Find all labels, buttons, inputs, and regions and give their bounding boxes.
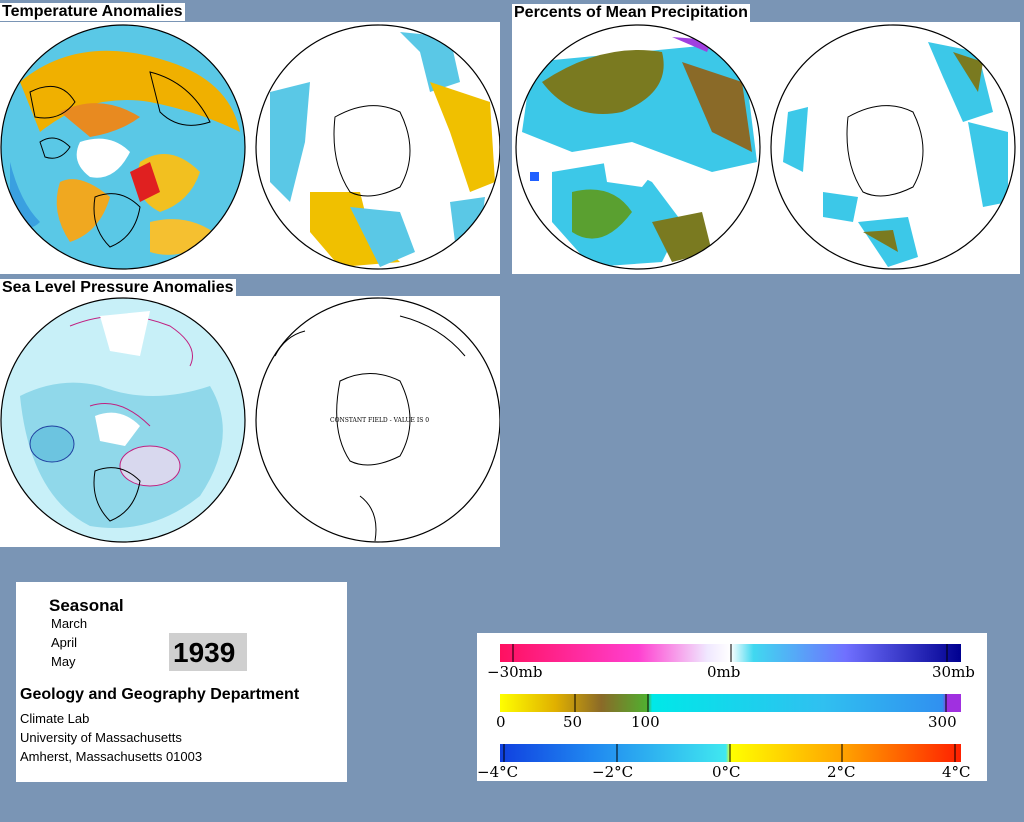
pressure-colorbar [500, 644, 961, 662]
month-2: April [51, 635, 78, 650]
university-name: University of Massachusetts [20, 730, 182, 745]
lab-name: Climate Lab [20, 711, 90, 726]
pressure-south-globe [255, 297, 500, 543]
year-badge: 1939 [169, 633, 247, 671]
legend-box: −30mb 0mb 30mb 0 50 100 300 [477, 633, 987, 781]
precipitation-panel [512, 22, 1020, 274]
precipitation-south-globe [770, 24, 1016, 270]
address: Amherst, Massachusetts 01003 [20, 749, 203, 764]
precipitation-panel-title: Percents of Mean Precipitation [512, 4, 750, 22]
precip-label-0: 0 [496, 713, 506, 731]
precip-label-50: 50 [563, 713, 583, 731]
department-name: Geology and Geography Department [20, 686, 300, 703]
pressure-panel-title: Sea Level Pressure Anomalies [0, 279, 236, 297]
pressure-label-min: −30mb [487, 663, 543, 681]
precip-label-300: 300 [928, 713, 957, 731]
temperature-colorbar [500, 744, 961, 762]
temperature-south-globe [255, 24, 500, 270]
temp-label-zero: 0°C [712, 763, 741, 781]
precip-label-100: 100 [631, 713, 660, 731]
pressure-panel: CONSTANT FIELD - VALUE IS 0 [0, 296, 500, 547]
pressure-label-max: 30mb [932, 663, 975, 681]
temperature-north-globe [0, 24, 246, 270]
period-label: Seasonal [49, 596, 124, 615]
info-box: Seasonal March April May 1939 Geology an… [16, 582, 347, 782]
precip-colorbar [500, 694, 961, 712]
temp-label-plus2: 2°C [827, 763, 856, 781]
month-1: March [51, 616, 88, 631]
pressure-north-globe [0, 297, 246, 543]
temp-label-minus4: −4°C [477, 763, 519, 781]
precipitation-north-globe [515, 24, 761, 270]
month-3: May [51, 654, 76, 669]
temperature-panel-title: Temperature Anomalies [0, 3, 185, 21]
pressure-constant-field-note: CONSTANT FIELD - VALUE IS 0 [330, 417, 430, 424]
pressure-label-zero: 0mb [707, 663, 741, 681]
temperature-panel [0, 22, 500, 274]
year-text: 1939 [173, 637, 236, 668]
temp-label-plus4: 4°C [942, 763, 971, 781]
temp-label-minus2: −2°C [592, 763, 634, 781]
